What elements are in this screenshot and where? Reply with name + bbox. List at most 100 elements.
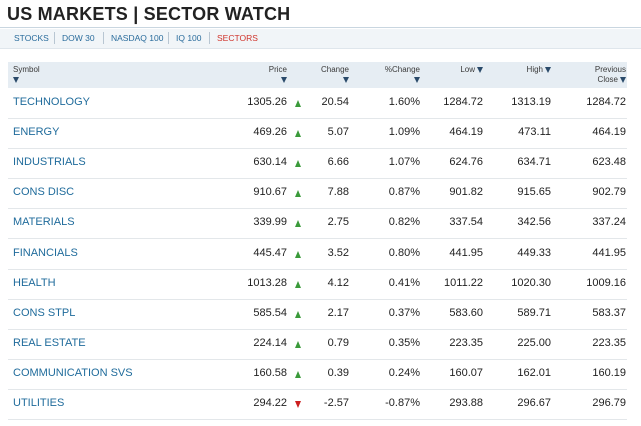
column-label: Previous Close <box>594 65 626 84</box>
sector-link[interactable]: HEALTH <box>13 276 56 289</box>
tab[interactable]: DOW 30 <box>62 33 95 43</box>
tab-separator <box>54 32 55 44</box>
tab[interactable]: STOCKS <box>14 33 49 43</box>
sort-icon <box>343 76 349 83</box>
sort-icon <box>545 66 551 73</box>
table-cell: 441.95 <box>592 246 626 259</box>
table-cell: 623.48 <box>592 156 626 169</box>
table-cell: 445.47 <box>253 246 287 259</box>
column-header[interactable]: Low <box>460 65 483 75</box>
table-cell: 6.66 <box>327 156 349 169</box>
table-header: Symbol Price Change %Change Low High Previous … <box>8 62 627 88</box>
table-cell: 1313.19 <box>511 96 551 108</box>
tab-separator <box>209 32 210 44</box>
column-label: Low <box>460 65 475 74</box>
table-cell: 1009.16 <box>586 276 626 289</box>
table-cell: 296.79 <box>592 397 626 409</box>
table-cell: 223.35 <box>592 336 626 349</box>
tab[interactable]: IQ 100 <box>176 33 202 43</box>
sector-link[interactable]: MATERIALS <box>13 216 75 229</box>
table-cell: 160.58 <box>253 366 287 379</box>
column-label: Symbol <box>13 65 40 74</box>
table-cell: 1.07% <box>388 156 420 169</box>
sector-link[interactable]: ENERGY <box>13 126 60 139</box>
column-header[interactable]: Previous Close <box>586 65 626 85</box>
column-header[interactable]: Price <box>269 65 287 85</box>
sector-link[interactable]: INDUSTRIALS <box>13 156 86 169</box>
sort-icon <box>477 66 483 73</box>
table-cell: 1284.72 <box>586 96 626 108</box>
column-header[interactable]: Symbol <box>13 65 40 85</box>
tab-bar: STOCKS DOW 30 NASDAQ 100 IQ 100 SECTORS <box>0 29 641 49</box>
table-cell: 0.41% <box>388 276 420 289</box>
table-row: HEALTH 1013.28 4.12 0.41% 1011.22 1020.30 1009… <box>8 269 627 300</box>
page-title: US MARKETS | SECTOR WATCH <box>7 4 291 24</box>
table-cell: 0.39 <box>327 366 349 379</box>
sector-link[interactable]: CONS STPL <box>13 306 76 319</box>
up-arrow <box>295 250 301 258</box>
table-row: INDUSTRIALS 630.14 6.66 1.07% 624.76 634.71 62… <box>8 148 627 180</box>
table-cell: 0.24% <box>388 366 420 379</box>
table-row: TECHNOLOGY 1305.26 20.54 1.60% 1284.72 1313.1… <box>8 88 627 119</box>
table-cell: 4.12 <box>327 276 349 289</box>
column-label: Change <box>320 65 349 74</box>
table-row: ENERGY 469.26 5.07 1.09% 464.19 473.11 464.19 <box>8 118 627 150</box>
up-arrow <box>295 160 301 168</box>
table-cell: 2.17 <box>327 306 349 319</box>
table-cell: 342.56 <box>517 216 551 229</box>
divider <box>0 27 641 28</box>
table-cell: 583.60 <box>449 306 483 319</box>
table-cell: 473.11 <box>518 126 551 139</box>
table-row: REAL ESTATE 224.14 0.79 0.35% 223.35 225.00 22… <box>8 329 627 360</box>
table-cell: 2.75 <box>327 216 349 229</box>
tab-separator <box>168 32 169 44</box>
up-arrow <box>295 370 301 378</box>
tab[interactable]: SECTORS <box>217 33 258 43</box>
table-cell: 0.79 <box>327 336 349 349</box>
sector-link[interactable]: TECHNOLOGY <box>13 96 91 108</box>
sort-icon <box>281 76 287 83</box>
table-cell: 337.54 <box>449 216 483 229</box>
table-cell: 589.71 <box>517 306 551 319</box>
table-cell: 296.67 <box>517 397 551 409</box>
table-cell: 902.79 <box>592 186 626 199</box>
table-cell: 225.00 <box>517 336 551 349</box>
column-header[interactable]: %Change <box>385 65 420 85</box>
table-cell: 0.35% <box>388 336 420 349</box>
column-label: High <box>526 65 543 74</box>
table-cell: 3.52 <box>327 246 349 259</box>
sector-link[interactable]: CONS DISC <box>13 186 75 199</box>
table-cell: 162.01 <box>517 366 551 379</box>
tab[interactable]: NASDAQ 100 <box>111 33 164 43</box>
column-header[interactable]: High <box>527 65 551 75</box>
table-cell: 1013.28 <box>247 276 287 289</box>
up-arrow <box>295 130 301 138</box>
sector-link[interactable]: UTILITIES <box>13 397 65 409</box>
table-cell: 449.33 <box>517 246 551 259</box>
sort-icon <box>620 76 626 83</box>
up-arrow <box>295 280 301 288</box>
table-cell: 464.19 <box>449 126 483 139</box>
up-arrow <box>295 340 301 348</box>
table-cell: 293.88 <box>449 397 483 409</box>
table-cell: 0.37% <box>388 306 420 319</box>
sector-link[interactable]: REAL ESTATE <box>13 336 86 349</box>
column-header[interactable]: Change <box>321 65 349 85</box>
table-cell: 624.76 <box>449 156 483 169</box>
table-cell: 294.22 <box>253 397 287 409</box>
table-cell: 223.35 <box>449 336 483 349</box>
table-cell: 469.26 <box>253 126 287 139</box>
table-cell: 634.71 <box>517 156 551 169</box>
table-cell: 224.14 <box>253 336 287 349</box>
sector-link[interactable]: COMMUNICATION SVS <box>13 366 133 379</box>
table-cell: 630.14 <box>253 156 287 169</box>
table-row: CONS DISC 910.67 7.88 0.87% 901.82 915.65 902.… <box>8 178 627 210</box>
table-cell: 1.60% <box>388 96 420 108</box>
table-cell: 160.07 <box>449 366 483 379</box>
table-cell: 0.80% <box>388 246 420 259</box>
table-row: COMMUNICATION SVS 160.58 0.39 0.24% 160.07 16… <box>8 359 627 390</box>
table-cell: 910.67 <box>253 186 287 199</box>
sector-link[interactable]: FINANCIALS <box>13 246 78 259</box>
table-cell: 441.95 <box>449 246 483 259</box>
table-cell: 160.19 <box>592 366 626 379</box>
